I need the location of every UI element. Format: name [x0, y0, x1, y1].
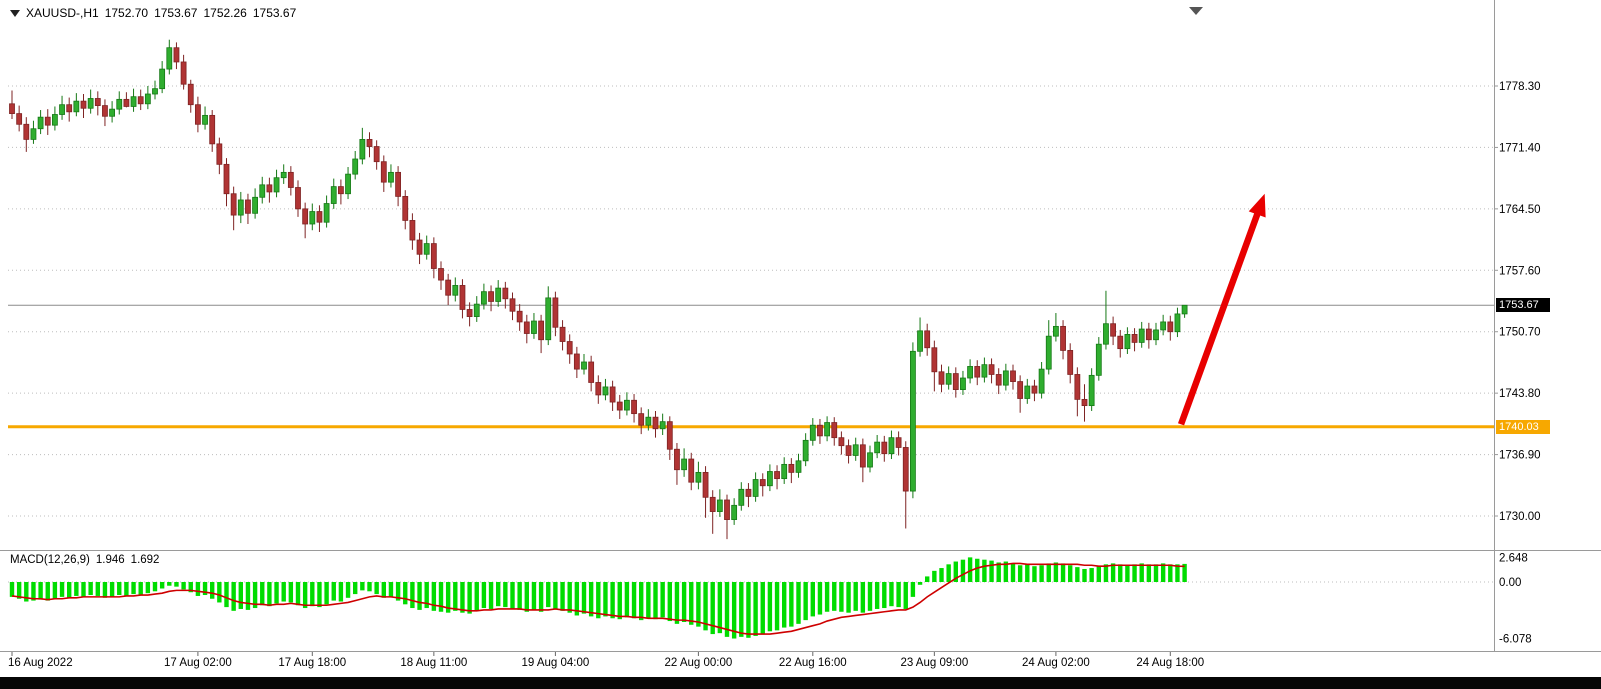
chart-ohlc-readout: XAUUSD-,H1 1752.70 1753.67 1752.26 1753.67 [10, 6, 302, 20]
time-axis-label: 24 Aug 18:00 [1136, 657, 1204, 669]
chart-shift-marker-icon[interactable] [1189, 7, 1203, 15]
symbol-period-label: XAUUSD-,H1 [26, 6, 99, 20]
price-tick-label: 1743.80 [1499, 388, 1541, 400]
ohlc-open-value: 1752.70 [104, 6, 149, 20]
price-tick-label: 1736.90 [1499, 450, 1541, 462]
current-price-badge: 1753.67 [1496, 298, 1550, 313]
symbol-menu-icon [10, 10, 20, 18]
macd-histogram [9, 557, 1187, 639]
time-axis-label: 23 Aug 09:00 [900, 657, 968, 669]
price-tick-label: 1757.60 [1499, 265, 1541, 277]
candlesticks [9, 39, 1188, 540]
macd-scale-label: 0.00 [1499, 577, 1521, 589]
macd-indicator-label: MACD(12,26,9) 1.946 1.692 [10, 554, 165, 566]
macd-scale-label: 2.648 [1499, 552, 1528, 564]
macd-signal-value: 1.692 [130, 554, 160, 566]
ohlc-close-value: 1753.67 [252, 6, 297, 20]
annotation-arrow-head[interactable] [1248, 193, 1266, 218]
price-tick-label: 1771.40 [1499, 142, 1541, 154]
macd-signal-line [11, 562, 1185, 635]
ohlc-low-value: 1752.26 [203, 6, 247, 20]
time-axis-label: 18 Aug 11:00 [400, 657, 467, 669]
time-axis-label: 19 Aug 04:00 [522, 657, 590, 669]
time-axis-label: 24 Aug 02:00 [1022, 657, 1090, 669]
macd-main-value: 1.946 [95, 554, 125, 566]
time-axis-label: 22 Aug 00:00 [665, 657, 733, 669]
annotation-arrow-line[interactable] [1177, 210, 1262, 426]
time-axis-label: 16 Aug 2022 [8, 657, 73, 669]
time-axis-label: 17 Aug 18:00 [278, 657, 346, 669]
ohlc-high-value: 1753.67 [154, 6, 198, 20]
bottom-strip [0, 677, 1601, 689]
support-level-badge: 1740.03 [1496, 419, 1550, 434]
macd-name-label: MACD(12,26,9) [10, 554, 90, 566]
macd-scale-label: -6.078 [1499, 634, 1532, 646]
price-tick-label: 1750.70 [1499, 327, 1541, 339]
time-axis: 16 Aug 2022 17 Aug 02:00 17 Aug 18:00 18 Au… [8, 652, 1204, 669]
price-tick-label: 1730.00 [1499, 511, 1541, 523]
time-axis-label: 17 Aug 02:00 [164, 657, 232, 669]
time-axis-label: 22 Aug 16:00 [779, 657, 847, 669]
price-gridlines: 1778.30 1771.40 1764.50 1757.60 1750.70 1743.… [8, 81, 1541, 523]
price-tick-label: 1764.50 [1499, 204, 1541, 216]
price-tick-label: 1778.30 [1499, 81, 1541, 93]
